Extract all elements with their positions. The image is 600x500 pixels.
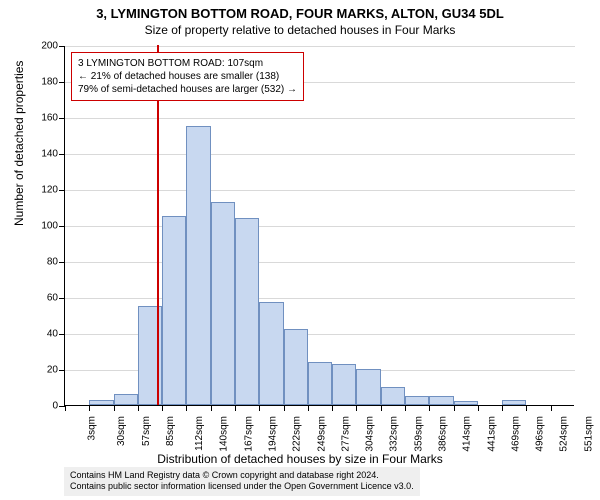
- x-tick: [114, 405, 115, 411]
- y-tick: [59, 262, 65, 263]
- x-tick-label: 30sqm: [116, 416, 127, 446]
- x-tick: [526, 405, 527, 411]
- grid-line: [65, 154, 575, 155]
- x-tick: [478, 405, 479, 411]
- y-tick-label: 160: [28, 113, 58, 124]
- y-tick: [59, 46, 65, 47]
- y-tick-label: 20: [28, 365, 58, 376]
- grid-line: [65, 262, 575, 263]
- histogram-bar: [211, 202, 235, 405]
- histogram-bar: [114, 394, 138, 405]
- x-tick-label: 551sqm: [583, 416, 594, 452]
- x-tick: [162, 405, 163, 411]
- grid-line: [65, 298, 575, 299]
- y-tick: [59, 334, 65, 335]
- histogram-bar: [332, 364, 356, 405]
- x-tick: [284, 405, 285, 411]
- chart-subtitle: Size of property relative to detached ho…: [0, 21, 600, 37]
- y-tick-label: 180: [28, 77, 58, 88]
- histogram-bar: [454, 401, 478, 405]
- attribution-line: Contains HM Land Registry data © Crown c…: [70, 470, 414, 482]
- y-tick-label: 40: [28, 329, 58, 340]
- y-tick: [59, 370, 65, 371]
- y-tick-label: 120: [28, 185, 58, 196]
- x-tick: [454, 405, 455, 411]
- histogram-bar: [429, 396, 453, 405]
- x-tick: [356, 405, 357, 411]
- x-tick: [235, 405, 236, 411]
- histogram-bar: [356, 369, 380, 405]
- x-tick: [551, 405, 552, 411]
- histogram-bar: [89, 400, 113, 405]
- x-tick-label: 194sqm: [268, 416, 279, 452]
- x-tick: [211, 405, 212, 411]
- attribution-box: Contains HM Land Registry data © Crown c…: [64, 467, 420, 496]
- x-tick-label: 496sqm: [535, 416, 546, 452]
- x-tick-label: 222sqm: [292, 416, 303, 452]
- x-axis-title: Distribution of detached houses by size …: [0, 452, 600, 466]
- attribution-line: Contains public sector information licen…: [70, 481, 414, 493]
- info-box-line: 3 LYMINGTON BOTTOM ROAD: 107sqm: [78, 57, 297, 70]
- y-tick: [59, 226, 65, 227]
- histogram-bar: [405, 396, 429, 405]
- x-tick: [138, 405, 139, 411]
- x-tick-label: 57sqm: [141, 416, 152, 446]
- x-tick-label: 441sqm: [486, 416, 497, 452]
- x-tick-label: 3sqm: [86, 416, 97, 440]
- x-tick-label: 414sqm: [462, 416, 473, 452]
- grid-line: [65, 118, 575, 119]
- x-tick-label: 332sqm: [389, 416, 400, 452]
- grid-line: [65, 226, 575, 227]
- info-box-line: 79% of semi-detached houses are larger (…: [78, 83, 297, 96]
- y-tick-label: 140: [28, 149, 58, 160]
- histogram-bar: [235, 218, 259, 405]
- x-tick: [308, 405, 309, 411]
- y-tick: [59, 190, 65, 191]
- x-tick-label: 359sqm: [413, 416, 424, 452]
- grid-line: [65, 190, 575, 191]
- y-tick-label: 100: [28, 221, 58, 232]
- y-tick-label: 0: [28, 401, 58, 412]
- chart-title: 3, LYMINGTON BOTTOM ROAD, FOUR MARKS, AL…: [0, 0, 600, 21]
- histogram-bar: [308, 362, 332, 405]
- x-tick: [429, 405, 430, 411]
- y-tick-label: 80: [28, 257, 58, 268]
- y-tick: [59, 154, 65, 155]
- x-tick: [332, 405, 333, 411]
- x-tick-label: 277sqm: [340, 416, 351, 452]
- x-tick: [502, 405, 503, 411]
- x-tick: [405, 405, 406, 411]
- y-tick-label: 60: [28, 293, 58, 304]
- histogram-bar: [381, 387, 405, 405]
- histogram-bar: [162, 216, 186, 405]
- x-tick: [89, 405, 90, 411]
- y-tick: [59, 118, 65, 119]
- info-box-line: ← 21% of detached houses are smaller (13…: [78, 70, 297, 83]
- x-tick-label: 85sqm: [165, 416, 176, 446]
- x-tick-label: 249sqm: [316, 416, 327, 452]
- histogram-bar: [259, 302, 283, 405]
- y-tick-label: 200: [28, 41, 58, 52]
- property-info-box: 3 LYMINGTON BOTTOM ROAD: 107sqm← 21% of …: [71, 52, 304, 101]
- x-tick-label: 469sqm: [510, 416, 521, 452]
- x-tick-label: 167sqm: [243, 416, 254, 452]
- histogram-bar: [284, 329, 308, 405]
- x-tick-label: 112sqm: [194, 416, 205, 451]
- x-tick: [186, 405, 187, 411]
- y-tick: [59, 82, 65, 83]
- histogram-bar: [502, 400, 526, 405]
- x-tick-label: 386sqm: [438, 416, 449, 452]
- chart-plot-area: 0204060801001201401601802003sqm30sqm57sq…: [64, 46, 574, 406]
- x-tick-label: 304sqm: [365, 416, 376, 452]
- histogram-bar: [186, 126, 210, 405]
- x-tick: [65, 405, 66, 411]
- x-tick-label: 140sqm: [219, 416, 230, 452]
- x-tick-label: 524sqm: [559, 416, 570, 452]
- y-tick: [59, 298, 65, 299]
- plot-region: 0204060801001201401601802003sqm30sqm57sq…: [64, 46, 574, 406]
- grid-line: [65, 46, 575, 47]
- x-tick: [381, 405, 382, 411]
- y-axis-title: Number of detached properties: [12, 61, 26, 226]
- x-tick: [259, 405, 260, 411]
